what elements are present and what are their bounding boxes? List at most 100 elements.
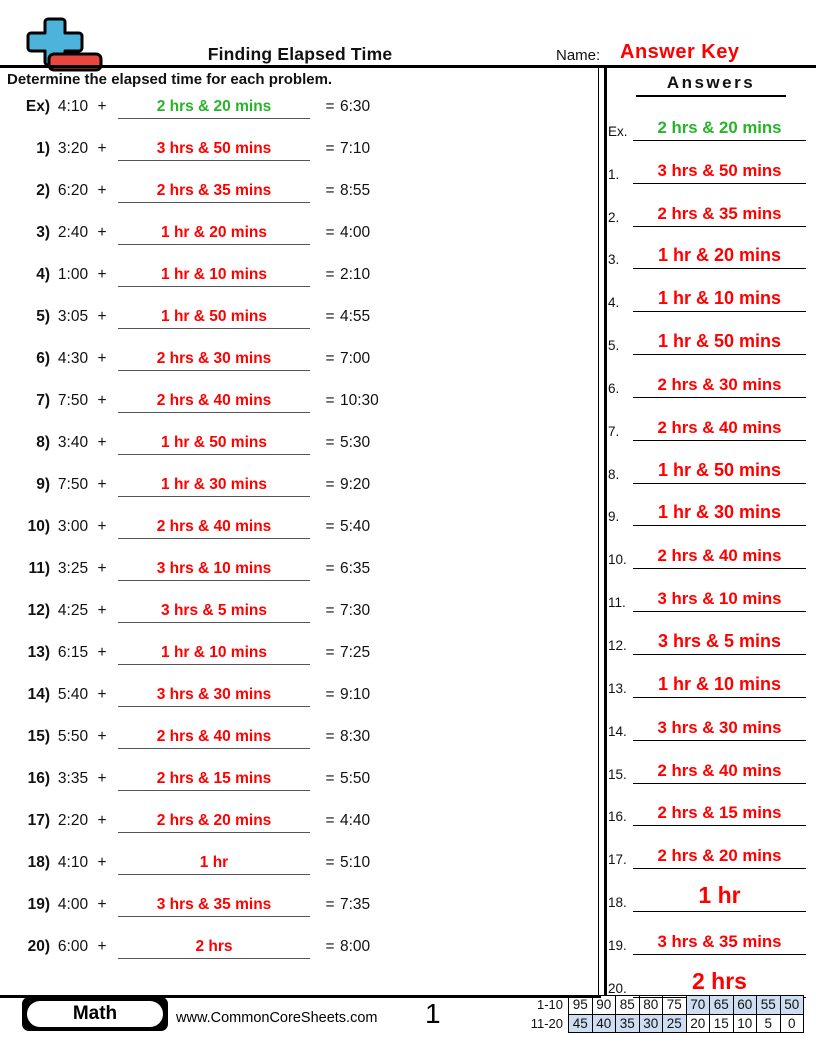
answer-blank[interactable]: 3 hrs & 30 mins xyxy=(118,686,310,707)
start-time: 5:40 xyxy=(57,686,89,703)
answer-blank[interactable]: 1 hr & 20 mins xyxy=(118,224,310,245)
answer-line[interactable]: 1 hr & 20 mins xyxy=(633,245,806,270)
problem-row: 20) 6:00 +2 hrs = 8:00 xyxy=(0,934,598,976)
answer-item: 20. 2 hrs xyxy=(606,955,816,998)
answer-blank[interactable]: 2 hrs & 20 mins xyxy=(118,812,310,833)
answer-number: 16. xyxy=(608,809,627,825)
answer-item: 17. 2 hrs & 20 mins xyxy=(606,826,816,870)
elapsed-time-answer: 1 hr & 50 mins xyxy=(161,308,267,325)
equals-sign: = xyxy=(325,224,335,241)
answer-line[interactable]: 2 hrs & 35 mins xyxy=(633,204,806,227)
elapsed-time-answer: 2 hrs & 15 mins xyxy=(156,770,272,787)
answer-blank[interactable]: 2 hrs & 40 mins xyxy=(118,392,310,413)
answer-number: 11. xyxy=(608,595,626,611)
start-time: 2:20 xyxy=(57,812,89,829)
end-time: 5:10 xyxy=(340,854,371,871)
plus-sign: + xyxy=(97,224,107,241)
answer-blank[interactable]: 1 hr & 30 mins xyxy=(118,476,310,497)
answer-blank[interactable]: 1 hr & 10 mins xyxy=(118,266,310,287)
problem-row: 2) 6:20 +2 hrs & 35 mins = 8:55 xyxy=(0,178,598,220)
answer-line[interactable]: 2 hrs & 40 mins xyxy=(633,761,806,784)
answer-item: 19. 3 hrs & 35 mins xyxy=(606,912,816,955)
problem-number: 7) xyxy=(36,392,50,409)
problem-row: 1) 3:20 +3 hrs & 50 mins = 7:10 xyxy=(0,136,598,178)
answer-item: Ex. 2 hrs & 20 mins xyxy=(606,98,816,141)
answer-blank[interactable]: 1 hr & 50 mins xyxy=(118,308,310,329)
answer-line[interactable]: 2 hrs & 30 mins xyxy=(633,375,806,398)
answer-line[interactable]: 3 hrs & 50 mins xyxy=(633,161,806,184)
problem-row: 15) 5:50 +2 hrs & 40 mins = 8:30 xyxy=(0,724,598,766)
answer-line[interactable]: 1 hr & 10 mins xyxy=(633,674,806,698)
equals-sign: = xyxy=(325,350,335,367)
answer-line[interactable]: 2 hrs & 40 mins xyxy=(633,418,806,441)
answer-line[interactable]: 1 hr & 30 mins xyxy=(633,502,806,527)
plus-sign: + xyxy=(97,686,107,703)
score-cell: 60 xyxy=(732,995,757,1015)
answer-number: 12. xyxy=(608,637,627,653)
equals-sign: = xyxy=(325,686,335,703)
answer-line[interactable]: 2 hrs & 20 mins xyxy=(633,846,806,870)
start-time: 3:35 xyxy=(57,770,89,787)
answer-number: 2. xyxy=(608,209,620,225)
answer-blank[interactable]: 2 hrs & 20 mins xyxy=(118,98,310,119)
problem-row: 17) 2:20 +2 hrs & 20 mins = 4:40 xyxy=(0,808,598,850)
equals-sign: = xyxy=(325,644,335,661)
start-time: 3:05 xyxy=(57,308,89,325)
answer-number: 8. xyxy=(608,466,620,482)
answer-line[interactable]: 3 hrs & 35 mins xyxy=(633,932,806,955)
answer-blank[interactable]: 1 hr & 10 mins xyxy=(118,644,310,665)
answer-line[interactable]: 2 hrs xyxy=(633,968,806,998)
start-time: 3:00 xyxy=(57,518,89,535)
start-time: 1:00 xyxy=(57,266,89,283)
problem-row: 13) 6:15 +1 hr & 10 mins = 7:25 xyxy=(0,640,598,682)
answer-blank[interactable]: 2 hrs & 35 mins xyxy=(118,182,310,203)
equals-sign: = xyxy=(325,938,335,955)
answer-blank[interactable]: 2 hrs & 30 mins xyxy=(118,350,310,371)
end-time: 7:00 xyxy=(340,350,371,367)
answers-list: Ex. 2 hrs & 20 mins 1. 3 hrs & 50 mins 2. 2 h… xyxy=(606,98,816,998)
answer-blank[interactable]: 3 hrs & 50 mins xyxy=(118,140,310,161)
problem-row: 7) 7:50 +2 hrs & 40 mins = 10:30 xyxy=(0,388,598,430)
answer-number: 4. xyxy=(608,295,620,311)
answer-line[interactable]: 2 hrs & 20 mins xyxy=(633,118,806,141)
start-time: 3:20 xyxy=(57,140,89,157)
answer-line[interactable]: 3 hrs & 10 mins xyxy=(633,589,806,613)
answer-line[interactable]: 2 hrs & 40 mins xyxy=(633,546,806,570)
end-time: 2:10 xyxy=(340,266,371,283)
equals-sign: = xyxy=(325,812,335,829)
score-cell: 85 xyxy=(615,995,640,1015)
answer-line[interactable]: 2 hrs & 15 mins xyxy=(633,803,806,827)
plus-sign: + xyxy=(97,770,107,787)
answer-blank[interactable]: 2 hrs & 15 mins xyxy=(118,770,310,791)
answer-blank[interactable]: 1 hr xyxy=(118,854,310,875)
end-time: 5:40 xyxy=(340,518,371,535)
score-cell: 45 xyxy=(568,1013,593,1033)
answer-line[interactable]: 1 hr & 50 mins xyxy=(633,460,806,484)
name-label: Name: xyxy=(556,47,601,64)
start-time: 4:10 xyxy=(57,98,89,115)
answer-blank[interactable]: 2 hrs & 40 mins xyxy=(118,728,310,749)
answer-line[interactable]: 1 hr & 50 mins xyxy=(633,331,806,356)
answer-blank[interactable]: 1 hr & 50 mins xyxy=(118,434,310,455)
answer-blank[interactable]: 2 hrs xyxy=(118,938,310,959)
end-time: 9:20 xyxy=(340,476,371,493)
end-time: 8:30 xyxy=(340,728,371,745)
end-time: 6:35 xyxy=(340,560,371,577)
answer-line[interactable]: 3 hrs & 30 mins xyxy=(633,718,806,741)
answer-line[interactable]: 1 hr xyxy=(633,882,806,913)
answer-item: 2. 2 hrs & 35 mins xyxy=(606,184,816,227)
answer-blank[interactable]: 3 hrs & 5 mins xyxy=(118,602,310,623)
problem-number: 11) xyxy=(28,560,50,577)
answer-item: 6. 2 hrs & 30 mins xyxy=(606,355,816,398)
answer-blank[interactable]: 2 hrs & 40 mins xyxy=(118,518,310,539)
answer-blank[interactable]: 3 hrs & 10 mins xyxy=(118,560,310,581)
score-row: 1-10 95 90 85 80 75 70 65 60 55 50 xyxy=(527,995,804,1015)
score-cell: 95 xyxy=(568,995,593,1015)
answer-item: 10. 2 hrs & 40 mins xyxy=(606,526,816,570)
plus-sign: + xyxy=(97,518,107,535)
answer-item: 16. 2 hrs & 15 mins xyxy=(606,784,816,827)
answer-blank[interactable]: 3 hrs & 35 mins xyxy=(118,896,310,917)
answer-line[interactable]: 1 hr & 10 mins xyxy=(633,288,806,313)
score-cell: 50 xyxy=(779,995,804,1015)
answer-line[interactable]: 3 hrs & 5 mins xyxy=(633,631,806,655)
